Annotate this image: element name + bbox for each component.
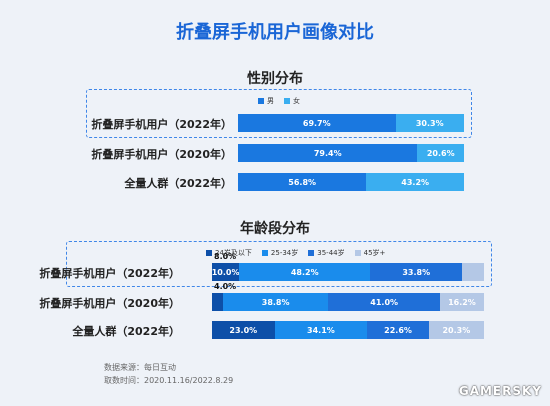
legend-label: 男 bbox=[267, 97, 274, 105]
bar-segment: 69.7% bbox=[238, 114, 396, 132]
data-label: 41.0% bbox=[370, 297, 399, 307]
stacked-bar: 23.0% 34.1% 22.6% 20.3% bbox=[212, 321, 484, 339]
data-period: 取数时间：2020.11.16/2022.8.29 bbox=[104, 376, 234, 385]
age-chart-title: 年龄段分布 bbox=[240, 221, 310, 237]
data-label: 23.0% bbox=[229, 325, 258, 335]
legend-label: 24岁及以下 bbox=[215, 249, 252, 257]
bar-segment: 56.8% bbox=[238, 173, 367, 191]
data-label: 22.6% bbox=[384, 325, 412, 335]
bar-segment: 20.6% bbox=[417, 144, 464, 162]
legend-swatch bbox=[258, 98, 264, 104]
legend-item: 25-34岁 bbox=[261, 248, 299, 258]
data-label: 43.2% bbox=[401, 177, 430, 187]
bar-segment: 10.0% bbox=[212, 263, 239, 281]
data-label: 38.8% bbox=[261, 297, 290, 307]
data-label: 20.6% bbox=[426, 148, 455, 158]
data-label: 34.1% bbox=[307, 325, 335, 335]
page-title: 折叠屏手机用户画像对比 bbox=[176, 22, 374, 43]
bar-segment: 48.2% bbox=[239, 263, 371, 281]
bar-segment: 33.8% bbox=[370, 263, 463, 281]
legend-swatch bbox=[308, 250, 315, 256]
gender-highlight-box bbox=[86, 89, 472, 138]
legend-label: 25-34岁 bbox=[270, 249, 299, 257]
category-label: 折叠屏手机用户（2022年） bbox=[91, 118, 232, 131]
gender-chart-title: 性别分布 bbox=[247, 71, 303, 87]
data-label: 8.0% bbox=[214, 252, 237, 261]
data-label: 69.7% bbox=[302, 118, 331, 128]
bar-segment: 30.3% bbox=[395, 114, 464, 132]
data-label: 33.8% bbox=[402, 267, 431, 277]
bar-segment: 41.0% bbox=[328, 293, 440, 311]
legend-item: 45岁+ bbox=[354, 248, 386, 258]
legend-label: 45岁+ bbox=[363, 249, 386, 257]
legend-swatch bbox=[284, 98, 290, 104]
data-label: 16.2% bbox=[448, 297, 476, 307]
bar-segment bbox=[212, 293, 223, 311]
category-label: 全量人群（2022年） bbox=[124, 177, 232, 190]
category-label: 折叠屏手机用户（2020年） bbox=[91, 148, 232, 161]
bar-segment: 22.6% bbox=[367, 321, 429, 339]
legend-swatch bbox=[206, 250, 212, 256]
age-highlight-box bbox=[66, 241, 492, 287]
bar-segment: 16.2% bbox=[439, 293, 484, 311]
legend-swatch bbox=[261, 250, 268, 256]
category-label: 折叠屏手机用户（2022年） bbox=[39, 267, 180, 280]
data-label: 56.8% bbox=[288, 177, 317, 187]
legend-item: 女 bbox=[284, 96, 300, 106]
bar-segment: 34.1% bbox=[274, 321, 368, 339]
bar-segment bbox=[462, 263, 484, 281]
data-label: 20.3% bbox=[442, 325, 471, 335]
data-label: 4.0% bbox=[214, 282, 237, 291]
gender-legend: 男女 bbox=[258, 96, 300, 106]
data-label: 48.2% bbox=[290, 267, 319, 277]
category-label: 折叠屏手机用户（2020年） bbox=[39, 297, 180, 310]
age-legend: 24岁及以下 25-34岁 35-44岁 45岁+ bbox=[206, 248, 385, 258]
stacked-bar: 56.8% 43.2% bbox=[238, 173, 464, 191]
watermark-logo: GAMERSKY bbox=[458, 384, 542, 398]
bar-segment: 20.3% bbox=[428, 321, 484, 339]
stacked-bar: 38.8% 41.0% 16.2% bbox=[212, 293, 484, 311]
data-label: 10.0% bbox=[211, 267, 240, 277]
legend-item: 35-44岁 bbox=[308, 248, 345, 258]
bar-segment: 79.4% bbox=[238, 144, 418, 162]
data-label: 79.4% bbox=[313, 148, 342, 158]
stacked-bar: 10.0% 48.2% 33.8% bbox=[212, 263, 484, 281]
stacked-bar: 69.7% 30.3% bbox=[238, 114, 464, 132]
bar-segment: 43.2% bbox=[366, 173, 464, 191]
stacked-bar: 79.4% 20.6% bbox=[238, 144, 464, 162]
data-source: 数据来源：每日互动 bbox=[104, 363, 176, 372]
legend-item: 24岁及以下 bbox=[206, 248, 252, 258]
legend-swatch bbox=[354, 250, 361, 256]
legend-item: 男 bbox=[258, 96, 274, 106]
category-label: 全量人群（2022年） bbox=[72, 325, 180, 338]
bar-segment: 23.0% bbox=[212, 321, 275, 339]
legend-label: 女 bbox=[293, 97, 300, 105]
data-label: 30.3% bbox=[415, 118, 444, 128]
legend-label: 35-44岁 bbox=[317, 249, 345, 257]
bar-segment: 38.8% bbox=[222, 293, 329, 311]
